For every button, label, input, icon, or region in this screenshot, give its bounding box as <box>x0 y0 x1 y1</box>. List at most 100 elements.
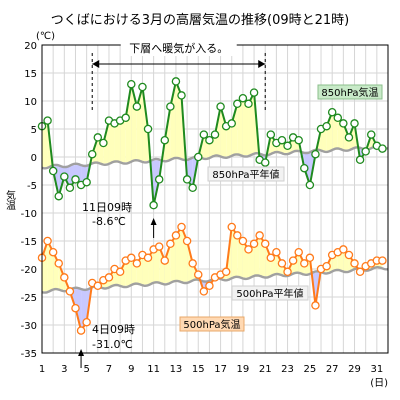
data-point <box>93 281 103 291</box>
label-850-temp-box <box>317 84 383 100</box>
data-point <box>378 144 387 153</box>
series-labels: 850hPa気温 850hPa平年値 500hPa平年値 500hPa気温 <box>179 84 383 332</box>
anomaly-fill <box>248 92 255 156</box>
data-point <box>350 119 359 128</box>
data-point <box>127 253 136 263</box>
span-label: 下層へ暖気が入る。 <box>129 41 228 55</box>
y-tick-label: 15 <box>24 69 37 80</box>
data-point <box>255 231 264 240</box>
data-point <box>355 155 365 165</box>
data-point <box>238 236 248 246</box>
data-point <box>194 270 203 279</box>
data-point <box>177 222 186 232</box>
label-500-normal-box <box>231 285 309 301</box>
data-point <box>272 247 281 257</box>
data-point <box>48 166 58 176</box>
chart-title: つくばにおける3月の高層気温の推移(09時と21時) <box>51 12 350 28</box>
data-point <box>283 267 292 277</box>
data-point <box>277 135 287 145</box>
data-point <box>344 133 354 142</box>
data-point <box>361 147 370 156</box>
series-points <box>37 77 387 335</box>
data-point <box>249 88 259 97</box>
data-point <box>294 135 303 145</box>
x-tick-label: 13 <box>170 364 183 375</box>
x-tick-label: 31 <box>370 364 383 375</box>
data-point <box>300 163 309 173</box>
y-tick-label: 0 <box>31 153 37 164</box>
anomaly-fill <box>142 87 149 162</box>
data-point <box>227 222 236 232</box>
annotation-day11-arrowhead <box>150 218 157 225</box>
anomaly-fill <box>114 120 121 163</box>
y-tick-label: -5 <box>27 181 37 192</box>
data-point <box>199 130 209 139</box>
anomaly-fill <box>153 246 160 284</box>
x-tick-label: 7 <box>106 364 112 375</box>
data-point <box>121 113 130 123</box>
data-point <box>54 191 63 201</box>
x-tick-label: 19 <box>237 364 250 375</box>
label-500-normal: 500hPa平年値 <box>236 287 303 300</box>
annotations: 下層へ暖気が入る。 11日09時-8.6℃ 4日09時 -31.0℃ <box>78 40 266 368</box>
data-point <box>166 102 175 111</box>
data-point <box>205 281 214 291</box>
data-point <box>266 253 276 263</box>
data-point <box>305 180 315 190</box>
annotation-day4-label: 4日09時 <box>92 323 135 336</box>
label-850-temp: 850hPa気温 <box>321 86 378 99</box>
data-point <box>350 259 359 268</box>
data-point <box>266 130 276 139</box>
data-point <box>378 256 387 265</box>
anomaly-fill <box>237 98 243 156</box>
data-point <box>244 99 253 109</box>
anomaly-fill <box>237 235 243 279</box>
data-point <box>60 273 69 282</box>
data-point <box>322 261 331 271</box>
data-point <box>160 256 170 265</box>
annotation-day11-label: 11日09時 <box>82 201 132 214</box>
data-point <box>311 301 320 310</box>
x-tick-label: 11 <box>147 364 160 375</box>
data-point <box>367 130 376 139</box>
data-point <box>76 326 86 335</box>
anomaly-fill <box>175 81 182 160</box>
data-point <box>87 149 97 159</box>
data-point <box>188 259 197 268</box>
anomaly-fill <box>175 227 182 283</box>
data-point <box>305 253 315 263</box>
span-arrow-head-left <box>92 60 100 68</box>
label-500-temp: 500hPa気温 <box>183 318 240 331</box>
label-500-temp-box <box>179 316 245 332</box>
data-point <box>233 231 242 240</box>
x-unit-label: (日) <box>370 378 388 389</box>
data-point <box>339 245 348 254</box>
data-point <box>221 267 231 277</box>
data-point <box>249 239 259 249</box>
normal-line <box>41 145 389 170</box>
span-label-bg <box>120 40 237 56</box>
anomaly-fill <box>125 84 132 163</box>
annotation-day11-value: -8.6℃ <box>92 215 126 228</box>
data-point <box>238 93 248 103</box>
data-point <box>104 273 114 282</box>
anomaly-fill <box>153 160 160 206</box>
anomaly-fill <box>326 112 333 151</box>
data-point <box>322 121 331 131</box>
x-tick-label: 25 <box>304 364 317 375</box>
anomaly-fill <box>231 227 238 279</box>
x-tick-label: 29 <box>348 364 361 375</box>
label-850-normal-box <box>207 166 285 182</box>
data-point <box>333 113 343 123</box>
data-point <box>60 172 69 181</box>
anomaly-fill <box>220 106 227 157</box>
data-point <box>166 239 175 249</box>
data-point <box>216 102 225 111</box>
data-point <box>82 177 91 187</box>
x-tick-label: 27 <box>326 364 339 375</box>
y-tick-label: -15 <box>21 237 37 248</box>
data-point <box>199 287 209 296</box>
